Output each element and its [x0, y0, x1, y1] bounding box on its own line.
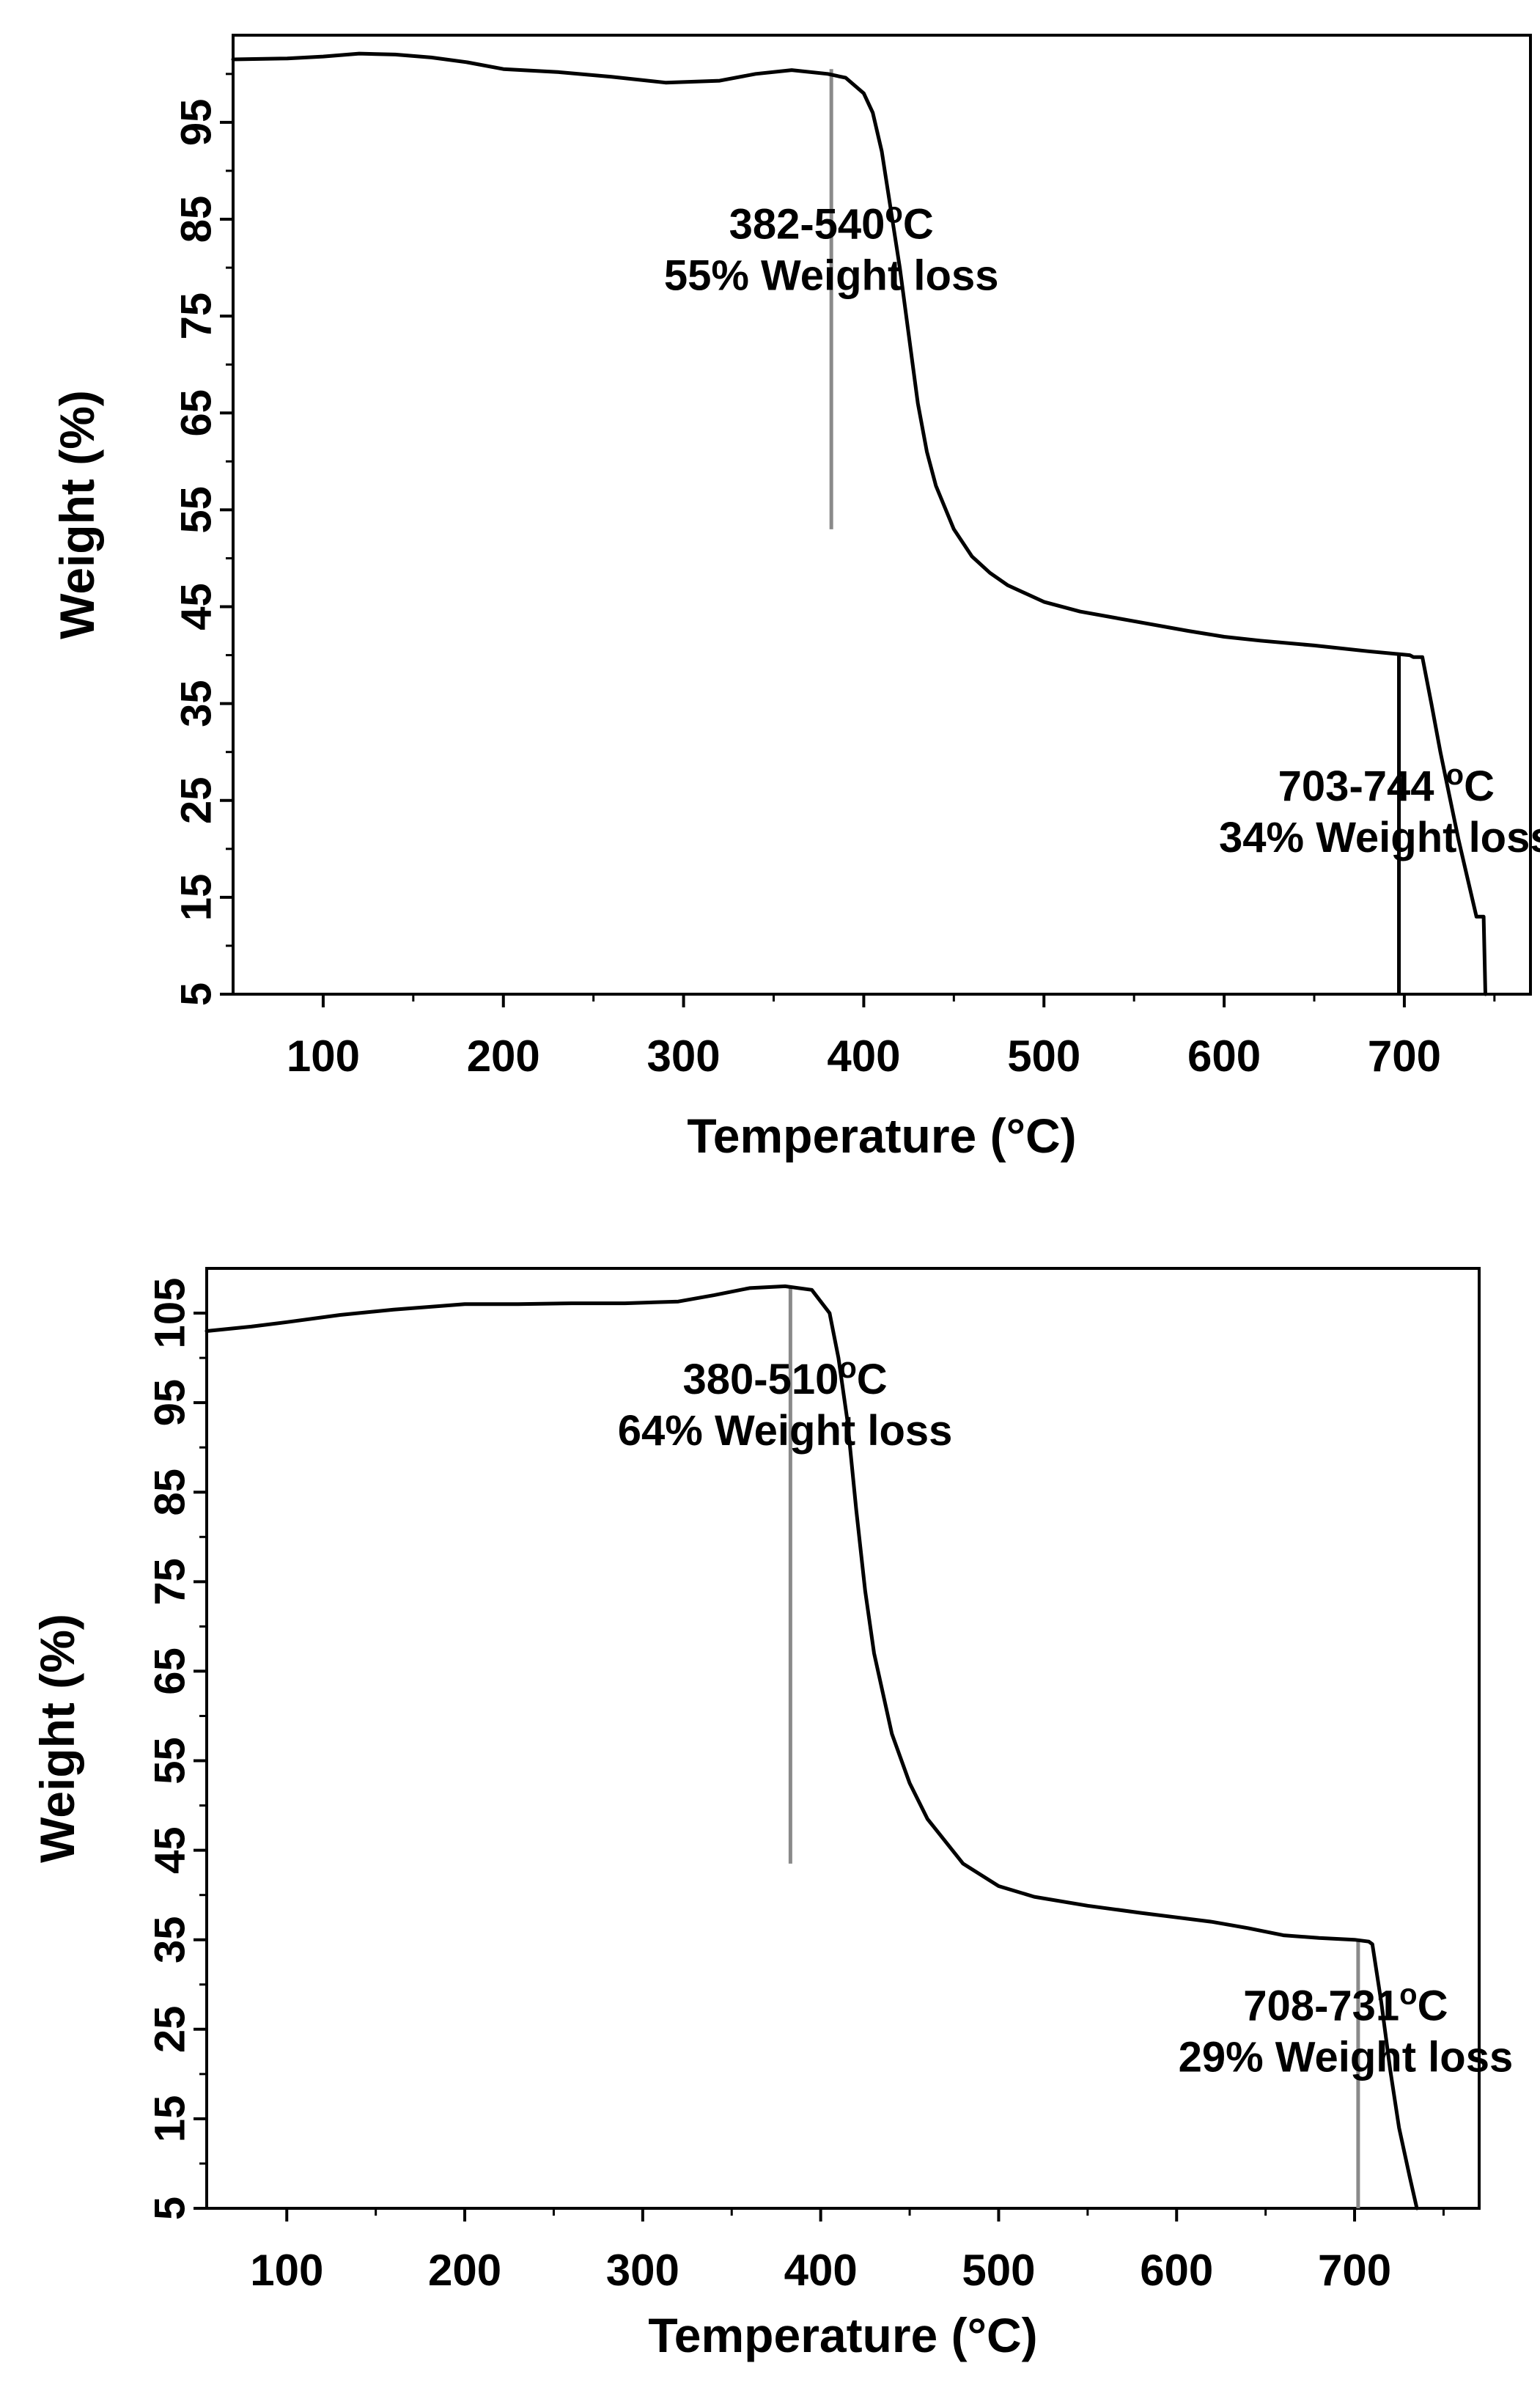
y-tick-label: 35 [173, 680, 221, 727]
y-tick-label: 25 [173, 776, 221, 824]
x-axis-title: Temperature (°C) [648, 2308, 1037, 2362]
annotation-weight-loss: 64% Weight loss [618, 1407, 953, 1455]
annotation-weight-loss: 34% Weight loss [1219, 814, 1540, 861]
plot-frame [232, 34, 1532, 996]
y-tick-label: 55 [173, 486, 221, 534]
y-tick-label: 105 [147, 1278, 194, 1349]
y-tick-label: 35 [147, 1916, 194, 1963]
x-tick-label: 200 [467, 1032, 540, 1081]
annotation-weight-loss: 29% Weight loss [1179, 2034, 1514, 2081]
y-tick-label: 85 [147, 1469, 194, 1516]
y-tick-label: 5 [147, 2197, 194, 2220]
x-axis-title: Temperature (°C) [687, 1109, 1076, 1163]
y-tick-label: 55 [147, 1737, 194, 1785]
x-tick-label: 500 [1007, 1032, 1080, 1081]
tga-chart-bottom: 100 200 300 400 500 600 700 5 15 25 35 45 55 65 75 85 95… [30, 1267, 1514, 2362]
x-tick-label: 300 [647, 1032, 721, 1081]
y-tick-label: 85 [173, 196, 221, 243]
y-axis-title: Weight (%) [50, 390, 104, 639]
plot-frame [205, 1267, 1481, 2210]
y-tick-label: 45 [147, 1826, 194, 1874]
y-tick-label: 65 [173, 389, 221, 437]
y-tick-label: 75 [173, 293, 221, 340]
y-tick-label: 5 [173, 982, 221, 1006]
x-tick-label: 300 [606, 2246, 679, 2295]
y-tick-label: 45 [173, 583, 221, 631]
y-tick-label: 95 [147, 1379, 194, 1427]
y-tick-label: 75 [147, 1558, 194, 1606]
x-tick-label: 700 [1318, 2246, 1391, 2295]
y-tick-label: 15 [173, 874, 221, 922]
x-tick-label: 400 [784, 2246, 858, 2295]
annotation-temperature-range: 382-540oC [729, 196, 934, 248]
x-tick-label: 600 [1140, 2246, 1213, 2295]
y-axis-title: Weight (%) [30, 1614, 84, 1863]
annotation-temperature-range: 708-731oC [1243, 1979, 1448, 2030]
tga-curve [205, 1284, 1419, 2211]
annotation-weight-loss: 55% Weight loss [664, 251, 999, 299]
y-tick-label: 65 [147, 1647, 194, 1695]
x-tick-label: 100 [250, 2246, 323, 2295]
annotation-temperature-range: 380-510oC [682, 1352, 887, 1403]
y-tick-label: 25 [147, 2006, 194, 2054]
y-tick-label: 15 [147, 2095, 194, 2143]
x-tick-label: 700 [1368, 1032, 1441, 1081]
x-tick-label: 600 [1187, 1032, 1261, 1081]
tga-chart-top: 100 200 300 400 500 600 700 5 15 25 35 45 55 65 75 85 95… [50, 34, 1540, 1163]
x-tick-label: 200 [428, 2246, 501, 2295]
tga-curve [231, 51, 1487, 996]
x-tick-label: 100 [287, 1032, 360, 1081]
annotation-temperature-range: 703-744 oC [1278, 759, 1495, 810]
y-tick-label: 95 [173, 99, 221, 147]
x-tick-label: 400 [827, 1032, 900, 1081]
x-tick-label: 500 [962, 2246, 1035, 2295]
